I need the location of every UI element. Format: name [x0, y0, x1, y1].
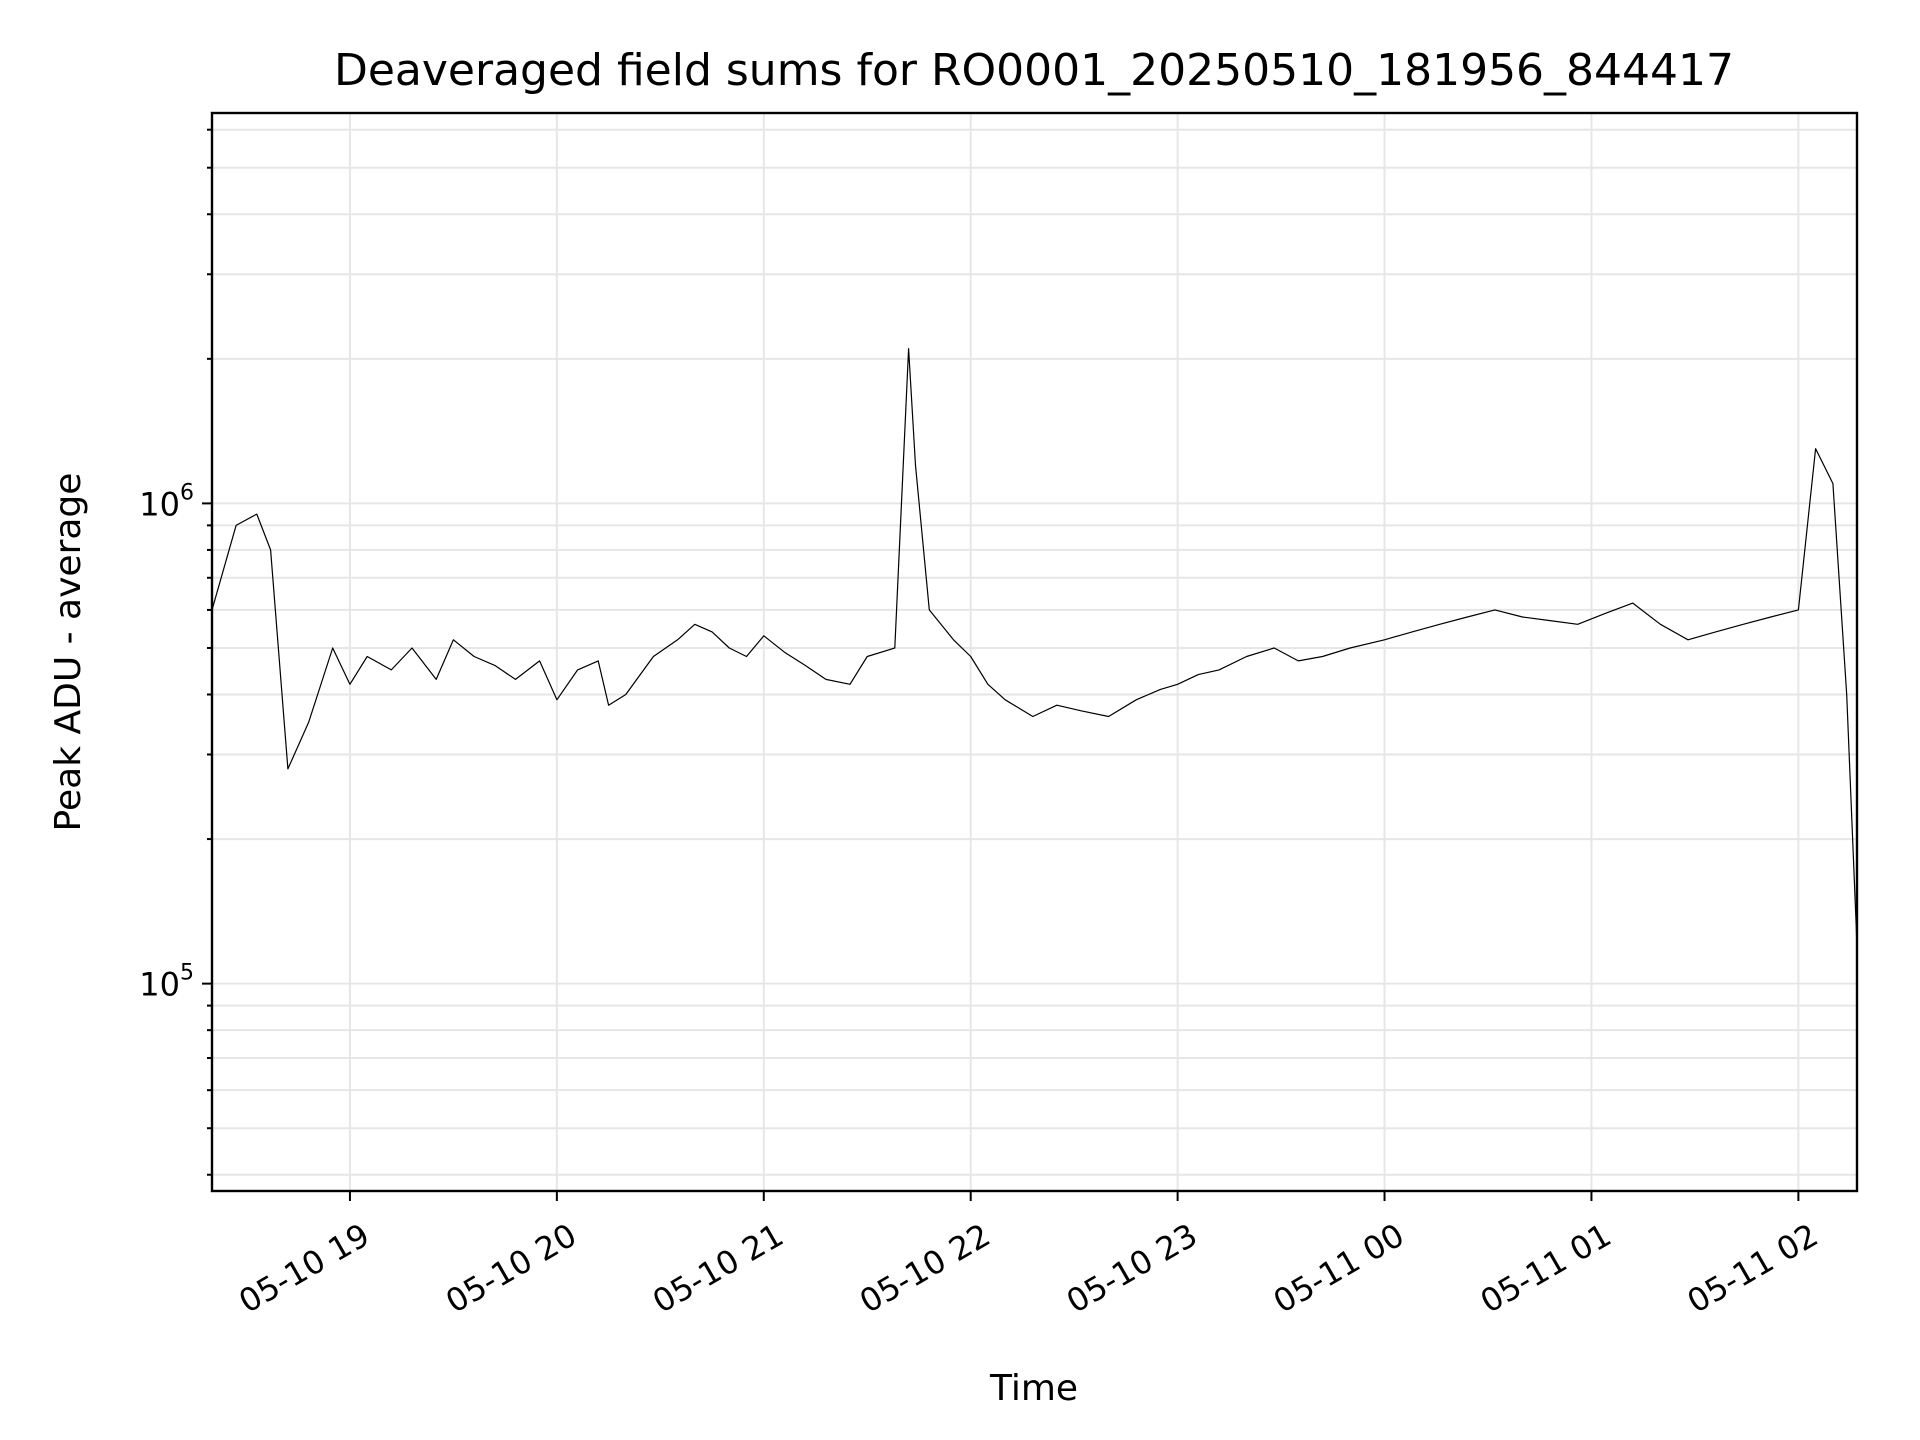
y-tick-exponent: 6	[180, 480, 194, 505]
y-tick-base: 10	[139, 485, 180, 523]
x-tick-label: 05-11 01	[1474, 1216, 1618, 1321]
x-tick-label: 05-11 00	[1267, 1216, 1411, 1321]
grid	[212, 113, 1857, 1191]
x-axis: 05-10 19 05-10 20 05-10 21 05-10 22 05-10 23…	[232, 1191, 1824, 1321]
series-line	[212, 348, 1857, 946]
x-tick-label: 05-10 20	[439, 1216, 583, 1321]
y-tick-label: 105	[139, 961, 194, 1004]
y-axis-label: Peak ADU - average	[48, 473, 89, 832]
x-tick-label: 05-11 02	[1681, 1216, 1825, 1321]
x-tick-label: 05-10 19	[232, 1216, 376, 1321]
y-tick-base: 10	[139, 966, 180, 1004]
chart-title: Deaveraged field sums for RO0001_2025051…	[334, 45, 1734, 96]
y-tick-label: 106	[139, 480, 194, 523]
x-axis-label: Time	[989, 1368, 1078, 1409]
series-layer	[212, 348, 1857, 946]
plot-frame	[210, 111, 1859, 1193]
x-tick-label: 05-10 21	[646, 1216, 790, 1321]
y-tick-exponent: 5	[180, 961, 194, 986]
x-tick-label: 05-10 22	[853, 1216, 997, 1321]
x-tick-label: 05-10 23	[1060, 1216, 1204, 1321]
